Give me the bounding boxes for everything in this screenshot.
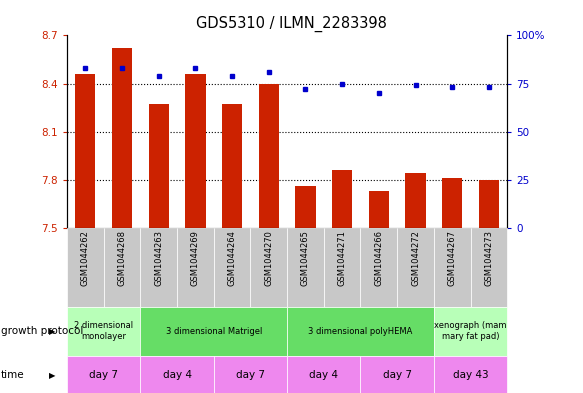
Text: growth protocol: growth protocol bbox=[1, 326, 83, 336]
Text: day 4: day 4 bbox=[163, 370, 192, 380]
Bar bbox=[332, 170, 352, 228]
Text: day 7: day 7 bbox=[236, 370, 265, 380]
Text: GSM1044265: GSM1044265 bbox=[301, 230, 310, 286]
Text: 3 dimensional Matrigel: 3 dimensional Matrigel bbox=[166, 327, 262, 336]
Bar bbox=[112, 48, 132, 228]
Text: day 4: day 4 bbox=[310, 370, 338, 380]
Text: ▶: ▶ bbox=[49, 327, 56, 336]
Bar bbox=[368, 191, 389, 228]
Text: 2 dimensional
monolayer: 2 dimensional monolayer bbox=[74, 321, 134, 341]
Bar bbox=[149, 105, 169, 228]
Text: GDS5310 / ILMN_2283398: GDS5310 / ILMN_2283398 bbox=[196, 16, 387, 32]
Bar bbox=[479, 180, 499, 228]
Text: GSM1044270: GSM1044270 bbox=[264, 230, 273, 286]
Text: day 7: day 7 bbox=[382, 370, 412, 380]
Bar bbox=[442, 178, 462, 228]
Text: GSM1044268: GSM1044268 bbox=[118, 230, 127, 286]
Text: GSM1044263: GSM1044263 bbox=[154, 230, 163, 286]
Text: 3 dimensional polyHEMA: 3 dimensional polyHEMA bbox=[308, 327, 413, 336]
Text: xenograph (mam
mary fat pad): xenograph (mam mary fat pad) bbox=[434, 321, 507, 341]
Bar bbox=[222, 105, 242, 228]
Bar bbox=[185, 74, 206, 228]
Text: ▶: ▶ bbox=[49, 371, 56, 380]
Text: GSM1044272: GSM1044272 bbox=[411, 230, 420, 286]
Bar bbox=[75, 74, 96, 228]
Bar bbox=[405, 173, 426, 228]
Text: GSM1044267: GSM1044267 bbox=[448, 230, 456, 286]
Text: GSM1044273: GSM1044273 bbox=[484, 230, 493, 286]
Text: GSM1044266: GSM1044266 bbox=[374, 230, 384, 286]
Text: GSM1044271: GSM1044271 bbox=[338, 230, 347, 286]
Bar bbox=[296, 186, 315, 228]
Text: GSM1044264: GSM1044264 bbox=[227, 230, 237, 286]
Text: day 43: day 43 bbox=[453, 370, 489, 380]
Text: day 7: day 7 bbox=[89, 370, 118, 380]
Bar bbox=[259, 83, 279, 228]
Text: GSM1044262: GSM1044262 bbox=[81, 230, 90, 286]
Text: GSM1044269: GSM1044269 bbox=[191, 230, 200, 286]
Text: time: time bbox=[1, 370, 24, 380]
